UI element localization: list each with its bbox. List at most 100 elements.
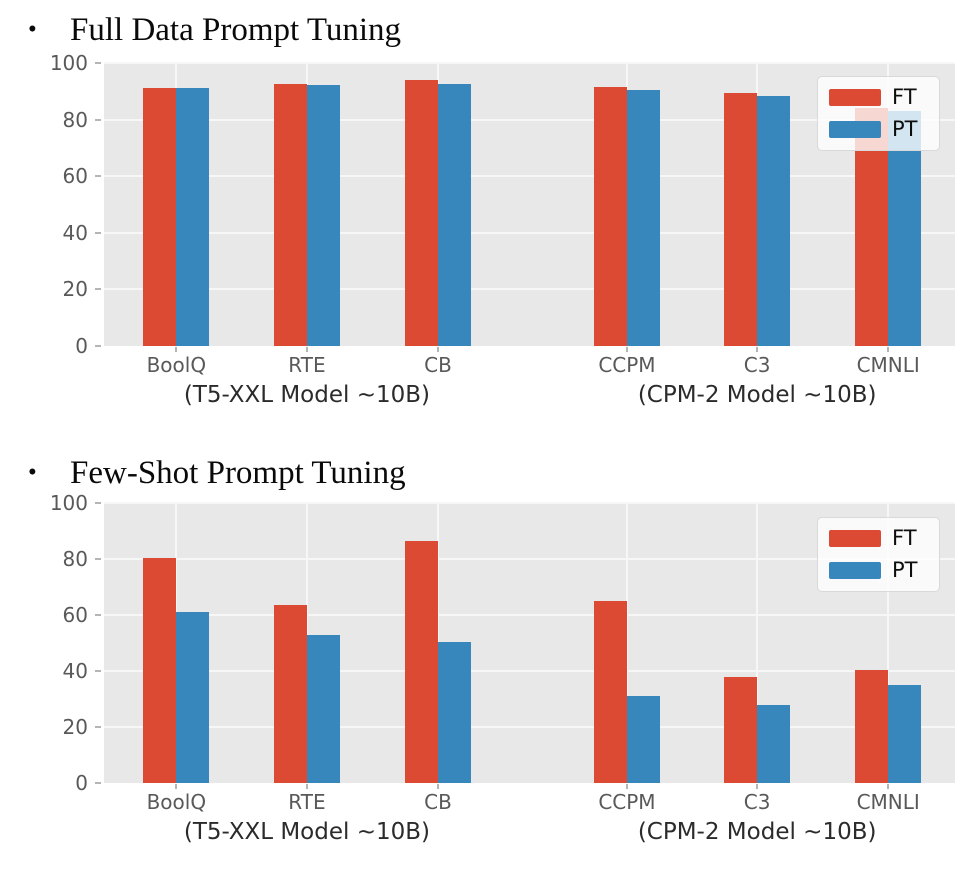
x-tick-label: CB <box>424 790 452 814</box>
x-tick-label: CB <box>424 353 452 377</box>
y-tick-label: 40 <box>62 220 88 245</box>
x-tick-mark <box>756 347 759 352</box>
bar-pt-rte <box>306 85 340 346</box>
h-gridline <box>104 670 955 672</box>
y-tick-label: 60 <box>62 603 88 627</box>
y-tick-mark <box>95 288 101 291</box>
legend-item: PT <box>829 559 928 582</box>
bar-ft-cb <box>405 79 439 346</box>
legend-item: FT <box>829 527 928 550</box>
x-tick-label: RTE <box>288 353 326 377</box>
x-tick-mark <box>625 347 628 352</box>
x-tick-label: CCPM <box>598 790 656 814</box>
section-title-text: Few-Shot Prompt Tuning <box>70 454 406 491</box>
x-tick-label: C3 <box>743 353 771 377</box>
legend: FT PT <box>817 517 940 592</box>
legend-label: FT <box>892 526 917 550</box>
legend-item: FT <box>829 86 928 109</box>
legend-item: PT <box>829 118 928 141</box>
x-tick-label: CMNLI <box>856 790 920 814</box>
y-tick-label: 100 <box>49 491 88 515</box>
legend-label: PT <box>892 558 918 582</box>
y-tick-mark <box>95 62 101 64</box>
bullet-icon: • <box>28 16 37 43</box>
x-tick-mark <box>175 784 178 789</box>
legend-swatch-ft <box>829 530 881 547</box>
h-gridline <box>104 502 955 504</box>
model-group-label: (CPM-2 Model ~10B) <box>637 382 877 408</box>
y-tick-mark <box>95 614 101 616</box>
y-tick-label: 20 <box>62 277 88 302</box>
x-tick-mark <box>437 347 440 352</box>
y-tick-mark <box>95 345 101 347</box>
x-tick-label: CCPM <box>598 353 656 377</box>
model-group-label: (CPM-2 Model ~10B) <box>637 819 877 845</box>
y-tick-label: 100 <box>49 51 88 75</box>
y-tick-label: 80 <box>62 107 88 132</box>
y-tick-mark <box>95 726 101 728</box>
v-gridline <box>756 503 759 783</box>
bar-ft-c3 <box>724 92 758 346</box>
plot-area <box>104 502 955 783</box>
bar-ft-rte <box>273 605 307 783</box>
x-tick-label: BoolQ <box>146 790 207 814</box>
x-tick-label: C3 <box>743 790 771 814</box>
h-gridline <box>104 118 955 121</box>
bar-ft-ccpm <box>593 87 627 346</box>
legend-swatch-pt <box>829 121 881 138</box>
y-tick-mark <box>95 670 101 672</box>
bar-pt-boolq <box>176 612 210 783</box>
bar-pt-ccpm <box>626 89 660 346</box>
x-tick-mark <box>887 347 890 352</box>
x-tick-mark <box>305 347 308 352</box>
bar-ft-c3 <box>724 676 758 783</box>
h-gridline <box>104 62 955 64</box>
bar-ft-cb <box>405 540 439 783</box>
model-group-label: (T5-XXL Model ~10B) <box>183 382 430 408</box>
x-tick-label: BoolQ <box>146 353 207 377</box>
y-tick-mark <box>95 558 101 560</box>
v-gridline <box>625 503 628 783</box>
h-gridline <box>104 726 955 728</box>
y-tick-label: 60 <box>62 164 88 189</box>
bar-ft-boolq <box>143 557 177 783</box>
bar-pt-c3 <box>757 704 791 783</box>
bar-pt-ccpm <box>626 696 660 783</box>
legend-swatch-ft <box>829 89 881 106</box>
x-tick-mark <box>175 347 178 352</box>
x-tick-mark <box>625 784 628 789</box>
y-tick-label: 20 <box>62 715 88 739</box>
legend-label: PT <box>892 117 918 141</box>
h-gridline <box>104 288 955 291</box>
y-tick-label: 0 <box>75 771 88 795</box>
x-tick-mark <box>887 784 890 789</box>
h-gridline <box>104 614 955 616</box>
h-gridline <box>104 175 955 178</box>
few-shot-section-title: • Few-Shot Prompt Tuning <box>28 451 406 495</box>
bar-pt-cb <box>438 84 472 346</box>
bullet-icon: • <box>28 459 37 486</box>
bar-ft-rte <box>273 83 307 346</box>
legend: FT PT <box>817 76 940 151</box>
full-data-section-title: • Full Data Prompt Tuning <box>28 8 401 52</box>
bar-pt-cmnli <box>888 685 922 783</box>
x-tick-mark <box>756 784 759 789</box>
y-tick-mark <box>95 231 101 234</box>
legend-swatch-pt <box>829 562 881 579</box>
bar-pt-rte <box>306 634 340 783</box>
model-group-label: (T5-XXL Model ~10B) <box>183 819 430 845</box>
y-tick-label: 40 <box>62 659 88 683</box>
bar-ft-boolq <box>143 87 177 346</box>
y-tick-mark <box>95 502 101 504</box>
y-tick-label: 0 <box>75 334 88 358</box>
x-tick-label: CMNLI <box>856 353 920 377</box>
h-gridline <box>104 231 955 234</box>
x-tick-mark <box>437 784 440 789</box>
legend-label: FT <box>892 85 917 109</box>
h-gridline <box>104 558 955 560</box>
bar-ft-ccpm <box>593 601 627 783</box>
x-tick-mark <box>305 784 308 789</box>
